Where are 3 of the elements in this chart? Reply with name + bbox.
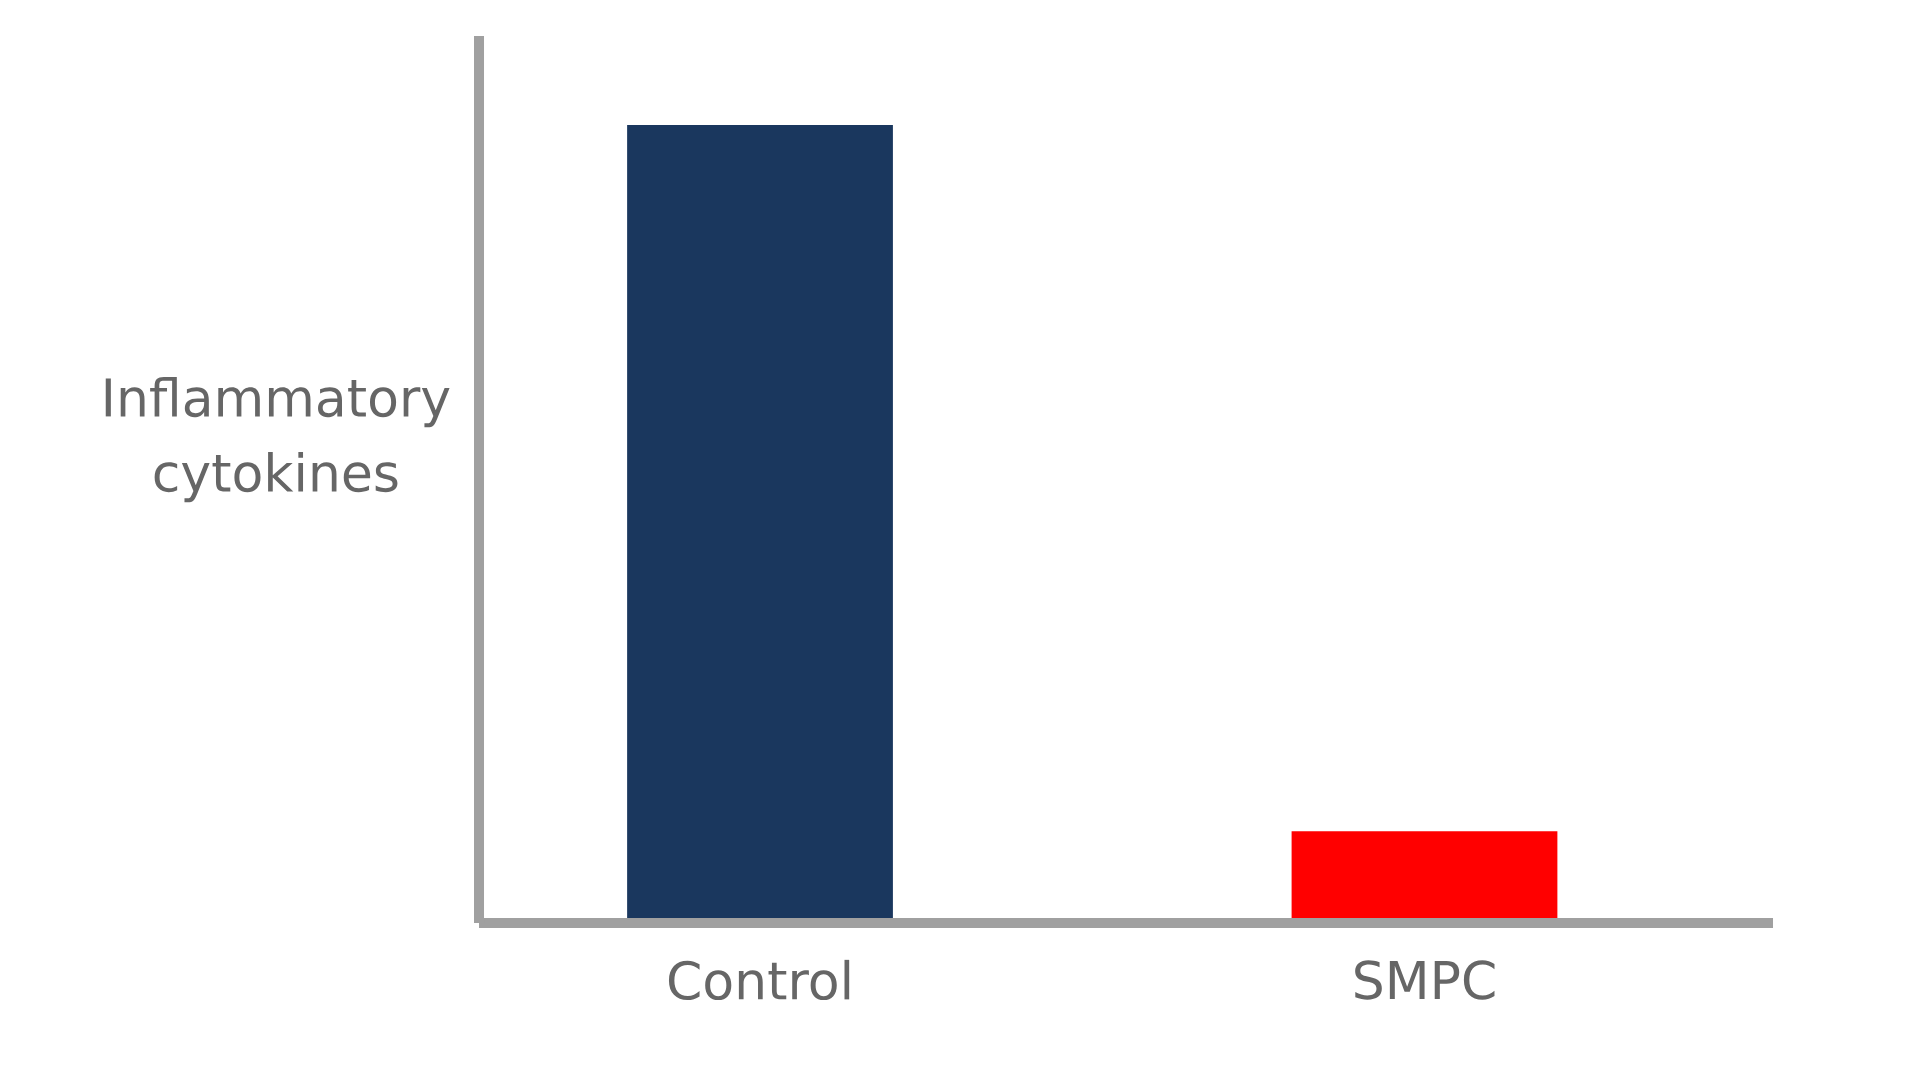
- y-axis-title: Inflammatory cytokines: [105, 376, 450, 503]
- x-tick-label: Control: [668, 959, 850, 1001]
- x-tick-label: SMPC: [1355, 960, 1495, 1000]
